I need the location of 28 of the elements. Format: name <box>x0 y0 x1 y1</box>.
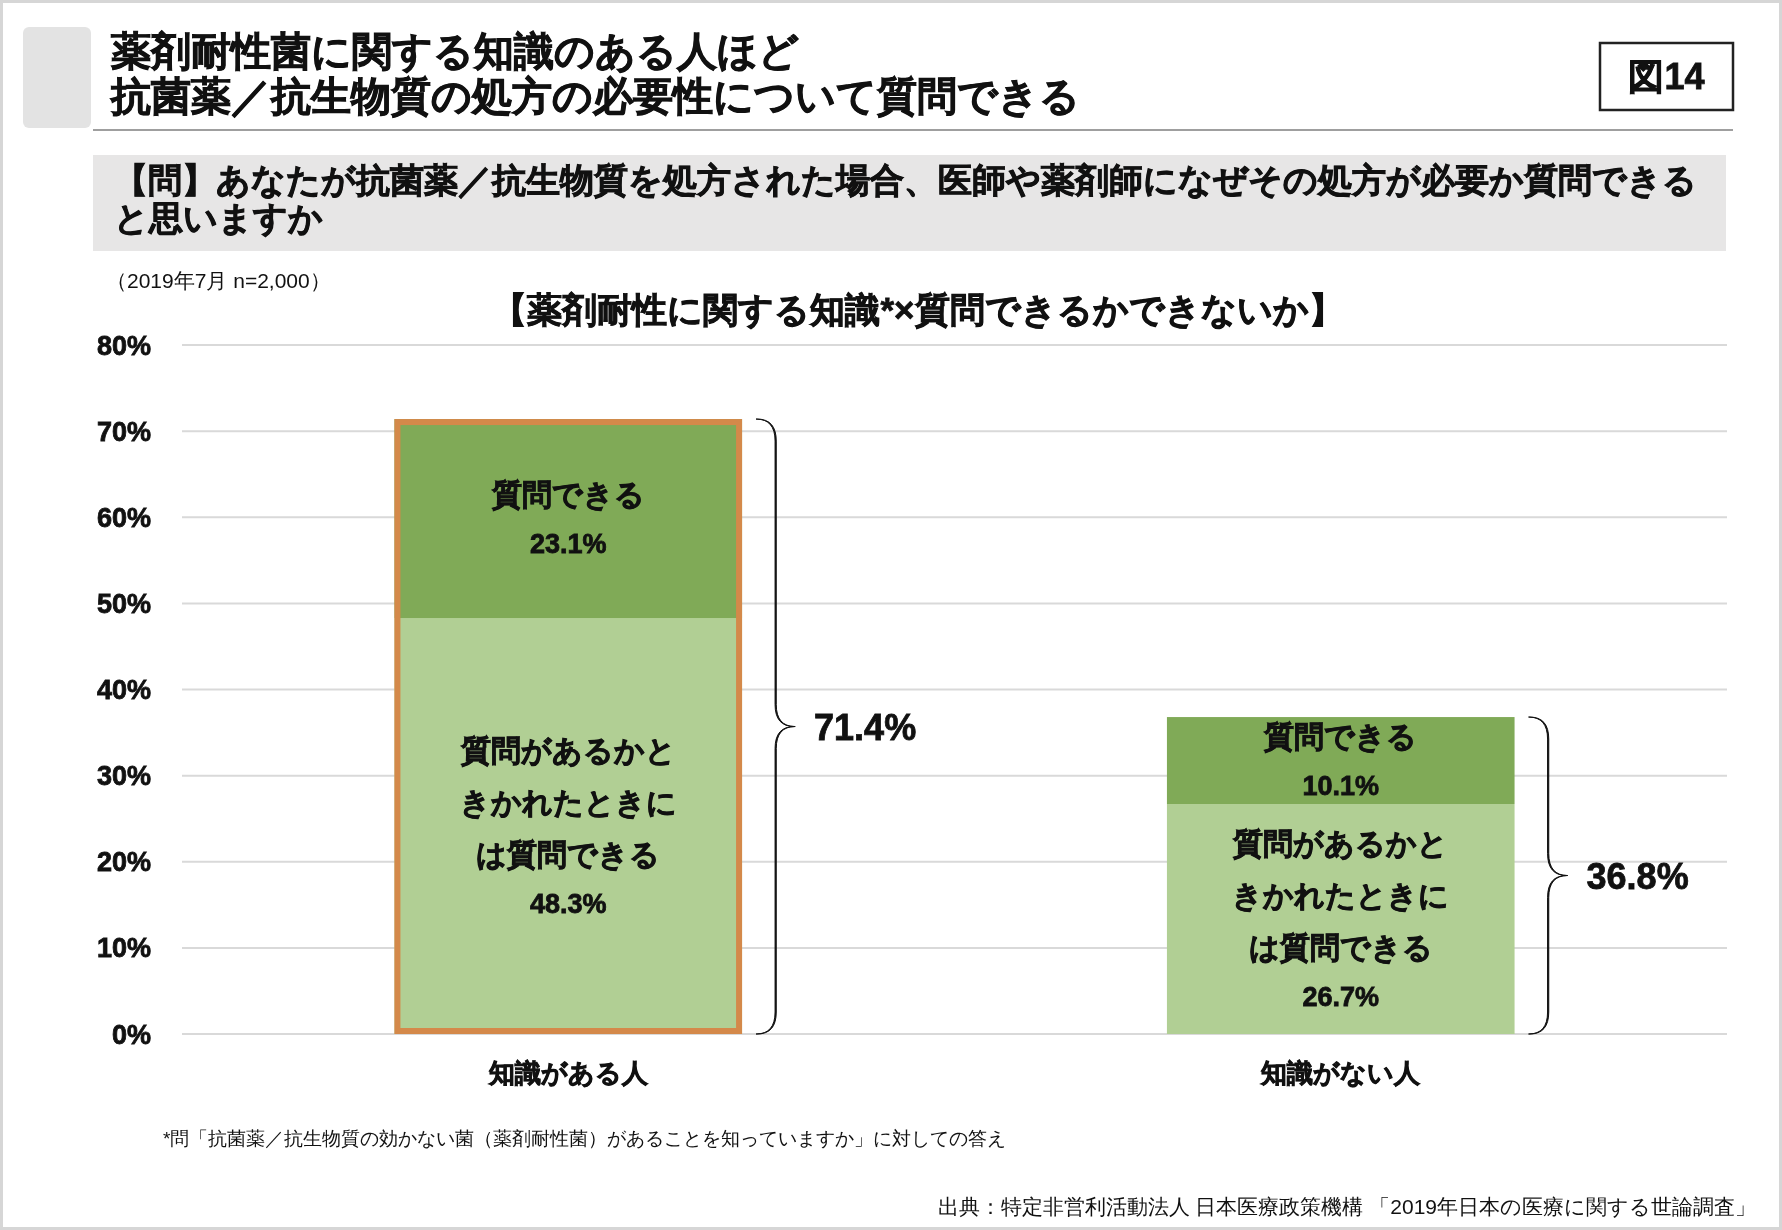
value-label: 48.3% <box>529 888 607 919</box>
tick-label-y: 40% <box>96 675 151 705</box>
tick-label-y: 50% <box>96 588 151 619</box>
total-label: 71.4% <box>814 706 917 748</box>
total-label: 36.8% <box>1586 855 1689 897</box>
title: 薬剤耐性菌に関する知識のある人ほど抗菌薬／抗生物質の処方の必要性について質問できる <box>111 29 1080 118</box>
annotation-figure-number: 図14 <box>1628 56 1705 97</box>
tick-label-y: 80% <box>96 330 151 361</box>
tick-label-y: 0% <box>111 1019 151 1050</box>
subtitle: 【問】あなたが抗菌薬／抗生物質を処方された場合、医師や薬剤師になぜその処方が必要か質問できると思いますか <box>114 161 1697 237</box>
tick-label-y: 30% <box>96 761 151 792</box>
tick-label-y: 70% <box>96 416 151 447</box>
annotation-footnote: *問「抗菌薬／抗生物質の効かない菌（薬剤耐性菌）があることを知っていますか」に対しての答え <box>163 1128 1007 1149</box>
category-label: 知識がない人 <box>1261 1058 1421 1088</box>
tick-label-y: 60% <box>96 502 151 533</box>
series-name: 質問があるかときかれたときには質問できる <box>1232 826 1450 964</box>
annotation-chart-heading: 【薬剤耐性に関する知識*×質問できるかできないか】 <box>492 290 1344 329</box>
series-name: 質問できる <box>1264 720 1418 754</box>
value-label: 10.1% <box>1302 771 1380 802</box>
annotation-survey: （2019年7月 n=2,000） <box>106 269 331 292</box>
value-label: 26.7% <box>1302 981 1380 1012</box>
category-label: 知識がある人 <box>488 1058 648 1088</box>
series-name: 質問があるかときかれたときには質問できる <box>459 733 677 871</box>
tick-label-y: 10% <box>96 933 151 964</box>
tick-label-y: 20% <box>96 847 151 878</box>
annotation-source: 出典：特定非営利活動法人 日本医療政策機構 「2019年日本の医療に関する世論調査」 <box>937 1195 1756 1218</box>
series-name: 質問できる <box>491 478 645 512</box>
value-label: 23.1% <box>529 529 607 560</box>
